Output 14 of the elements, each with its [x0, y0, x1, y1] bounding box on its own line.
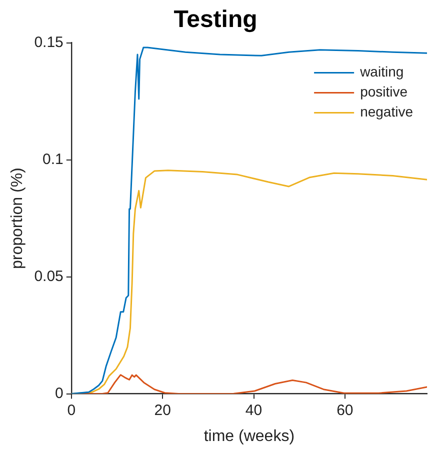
- y-tick-label: 0.15: [34, 34, 64, 51]
- x-tick-label: 20: [154, 402, 171, 419]
- x-tick-label: 0: [67, 402, 76, 419]
- y-tick-label: 0: [55, 384, 64, 402]
- x-tick-label: 60: [336, 402, 354, 419]
- x-axis-title: time (weeks): [204, 428, 295, 445]
- y-tick-label: 0.1: [42, 150, 64, 168]
- chart-title: Testing: [174, 6, 258, 34]
- x-tick-label: 40: [245, 402, 262, 419]
- legend-label: positive: [360, 84, 408, 100]
- y-axis-title: proportion (%): [9, 168, 26, 269]
- legend-label: waiting: [359, 64, 404, 80]
- y-tick-label: 0.05: [34, 268, 64, 285]
- legend-label: negative: [360, 104, 414, 120]
